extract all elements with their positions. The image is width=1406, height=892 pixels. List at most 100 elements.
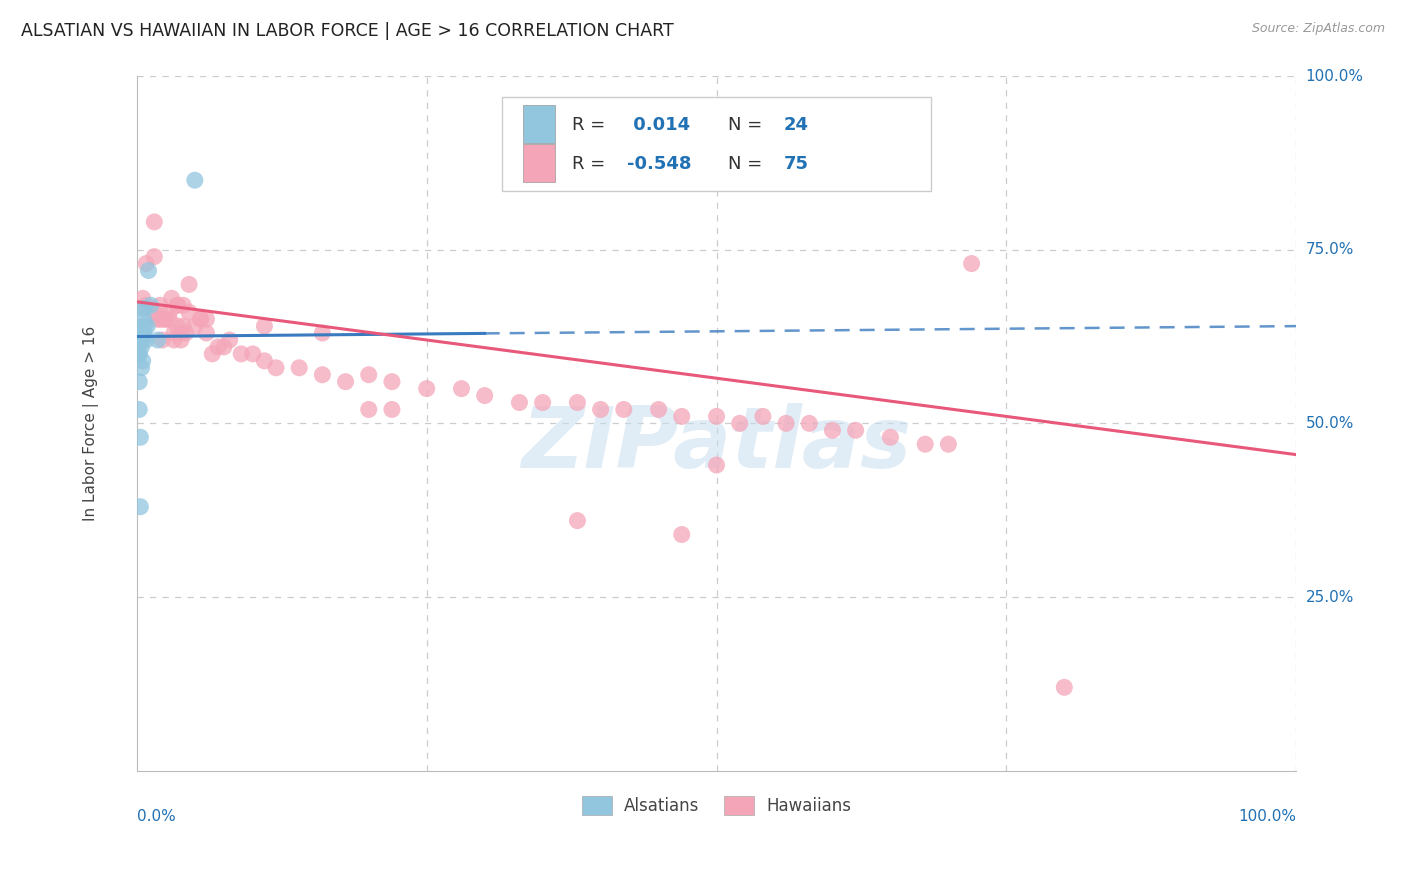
Point [357, 368, 380, 382]
Point [129, 500, 152, 514]
Point [253, 319, 276, 334]
Point [138, 263, 160, 277]
Point [531, 395, 554, 409]
Point [613, 402, 636, 417]
Point [207, 340, 229, 354]
Point [647, 402, 669, 417]
Point [938, 437, 960, 451]
Bar [523, 105, 555, 144]
Point [129, 430, 152, 444]
Point [671, 409, 693, 424]
Legend: Alsatians, Hawaiians: Alsatians, Hawaiians [575, 789, 858, 822]
Point [567, 395, 589, 409]
Point [132, 312, 155, 326]
Point [149, 298, 172, 312]
Point [381, 402, 404, 417]
Point [508, 395, 530, 409]
Point [160, 291, 183, 305]
Point [264, 360, 287, 375]
Point [129, 333, 152, 347]
Point [172, 319, 194, 334]
Text: ZIPatlas: ZIPatlas [522, 402, 911, 486]
Point [170, 333, 193, 347]
Text: 100.0%: 100.0% [1239, 809, 1296, 824]
Point [311, 368, 333, 382]
Point [184, 319, 207, 334]
Point [218, 333, 240, 347]
Point [131, 340, 153, 354]
Point [567, 514, 589, 528]
Point [146, 333, 169, 347]
Point [415, 382, 437, 396]
Text: Source: ZipAtlas.com: Source: ZipAtlas.com [1251, 22, 1385, 36]
Point [136, 319, 159, 334]
Text: 0.014: 0.014 [627, 116, 690, 135]
Point [150, 312, 173, 326]
Point [163, 326, 186, 340]
Point [128, 375, 150, 389]
Text: 25.0%: 25.0% [1305, 590, 1354, 605]
Point [155, 312, 177, 326]
Point [212, 340, 235, 354]
Text: In Labor Force | Age > 16: In Labor Force | Age > 16 [83, 326, 98, 521]
Point [128, 347, 150, 361]
Point [357, 402, 380, 417]
Point [166, 298, 188, 312]
Point [231, 347, 253, 361]
Point [190, 312, 212, 326]
Point [177, 305, 200, 319]
Point [128, 402, 150, 417]
Text: 75: 75 [783, 155, 808, 173]
Point [163, 333, 186, 347]
Text: R =: R = [572, 155, 610, 173]
Point [589, 402, 612, 417]
Point [242, 347, 264, 361]
Point [960, 256, 983, 270]
Point [195, 326, 218, 340]
Point [155, 312, 177, 326]
Point [706, 409, 728, 424]
Point [146, 312, 169, 326]
Point [821, 423, 844, 437]
Point [172, 298, 194, 312]
Point [177, 277, 200, 292]
Point [335, 375, 357, 389]
Point [170, 326, 193, 340]
Point [195, 312, 218, 326]
Point [128, 347, 150, 361]
Point [150, 333, 173, 347]
Text: N =: N = [728, 116, 768, 135]
Point [775, 417, 797, 431]
Point [143, 215, 166, 229]
Point [131, 360, 153, 375]
Text: 0.0%: 0.0% [136, 809, 176, 824]
Point [135, 256, 157, 270]
Point [799, 417, 821, 431]
Point [157, 305, 180, 319]
Point [381, 375, 404, 389]
Point [671, 527, 693, 541]
Point [135, 298, 157, 312]
Point [131, 319, 153, 334]
Point [706, 458, 728, 472]
Text: -0.548: -0.548 [627, 155, 692, 173]
Point [131, 333, 153, 347]
Point [131, 291, 153, 305]
Point [184, 173, 207, 187]
Text: 100.0%: 100.0% [1305, 69, 1364, 84]
Point [879, 430, 901, 444]
Point [474, 388, 496, 402]
Point [190, 312, 212, 326]
Point [845, 423, 868, 437]
Point [135, 333, 157, 347]
Point [914, 437, 936, 451]
Text: N =: N = [728, 155, 768, 173]
Point [201, 347, 224, 361]
Point [149, 312, 172, 326]
Point [131, 354, 153, 368]
Point [174, 326, 197, 340]
FancyBboxPatch shape [502, 97, 931, 191]
Point [752, 409, 775, 424]
Point [132, 326, 155, 340]
Point [131, 301, 153, 316]
